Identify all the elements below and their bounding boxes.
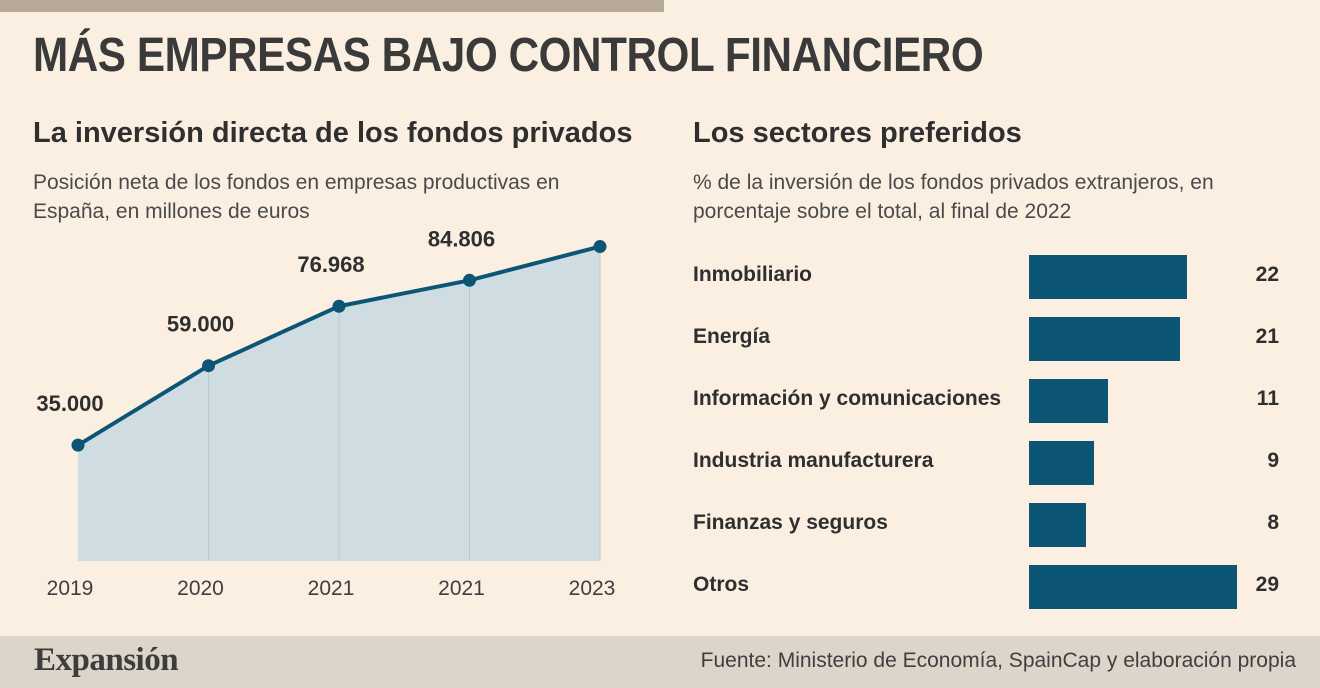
bar-category-label: Inmobiliario <box>693 263 813 286</box>
top-accent-bar <box>0 0 664 12</box>
bar-row: Finanzas y seguros 8 <box>693 503 1293 547</box>
data-label: 59.000 <box>167 312 234 337</box>
x-tick-label: 2021 <box>308 577 355 600</box>
bar-row: Otros 29 <box>693 565 1293 609</box>
bar <box>1029 255 1187 299</box>
bar-value-label: 29 <box>1255 573 1279 596</box>
bar <box>1029 441 1094 485</box>
brand-logo: Expansión <box>34 642 179 678</box>
main-title: MÁS EMPRESAS BAJO CONTROL FINANCIERO <box>33 29 984 82</box>
bar-category-label: Otros <box>693 573 750 596</box>
bar-row: Inmobiliario 22 <box>693 255 1293 299</box>
bar <box>1029 503 1087 547</box>
bar-value-label: 8 <box>1267 511 1279 534</box>
bar-category-label: Finanzas y seguros <box>693 511 888 534</box>
bar-value-label: 21 <box>1255 325 1279 348</box>
bar-row: Información y comunicaciones 11 <box>693 379 1293 423</box>
bar-value-label: 11 <box>1256 387 1279 410</box>
x-tick-label: 2019 <box>47 577 94 600</box>
x-tick-label: 2020 <box>177 577 224 600</box>
data-point <box>463 273 476 287</box>
x-tick-label: 2021 <box>438 577 485 600</box>
bar-category-label: Información y comunicaciones <box>693 387 1002 410</box>
data-label: 35.000 <box>36 391 103 416</box>
footer: Expansión Fuente: Ministerio de Economía… <box>0 636 1320 688</box>
bar-row: Energía 21 <box>693 317 1293 361</box>
bar-chart-description: % de la inversión de los fondos privados… <box>693 171 1214 223</box>
data-point <box>332 299 346 313</box>
data-point <box>202 359 215 373</box>
bar <box>1029 317 1180 361</box>
line-chart-description: Posición neta de los fondos en empresas … <box>33 171 560 223</box>
bar <box>1029 379 1108 423</box>
bar-row: Industria manufacturera 9 <box>693 441 1293 485</box>
data-label: 84.806 <box>428 230 495 251</box>
bar-value-label: 9 <box>1267 449 1279 472</box>
line-chart: 35.000 2019 59.000 2020 76.968 2021 84.806 2021… <box>36 230 616 600</box>
bar-value-label: 22 <box>1255 263 1279 286</box>
data-point <box>593 240 607 254</box>
bar <box>1029 565 1238 609</box>
bar-chart-title: Los sectores preferidos <box>693 117 1022 149</box>
source-note: Fuente: Ministerio de Economía, SpainCap… <box>700 649 1296 672</box>
x-tick-label: 2023 <box>569 577 616 600</box>
bar-category-label: Energía <box>693 325 771 348</box>
data-label: 76.968 <box>297 252 364 277</box>
line-chart-title: La inversión directa de los fondos priva… <box>33 117 633 149</box>
bar-category-label: Industria manufacturera <box>693 449 934 472</box>
data-point <box>71 438 85 452</box>
